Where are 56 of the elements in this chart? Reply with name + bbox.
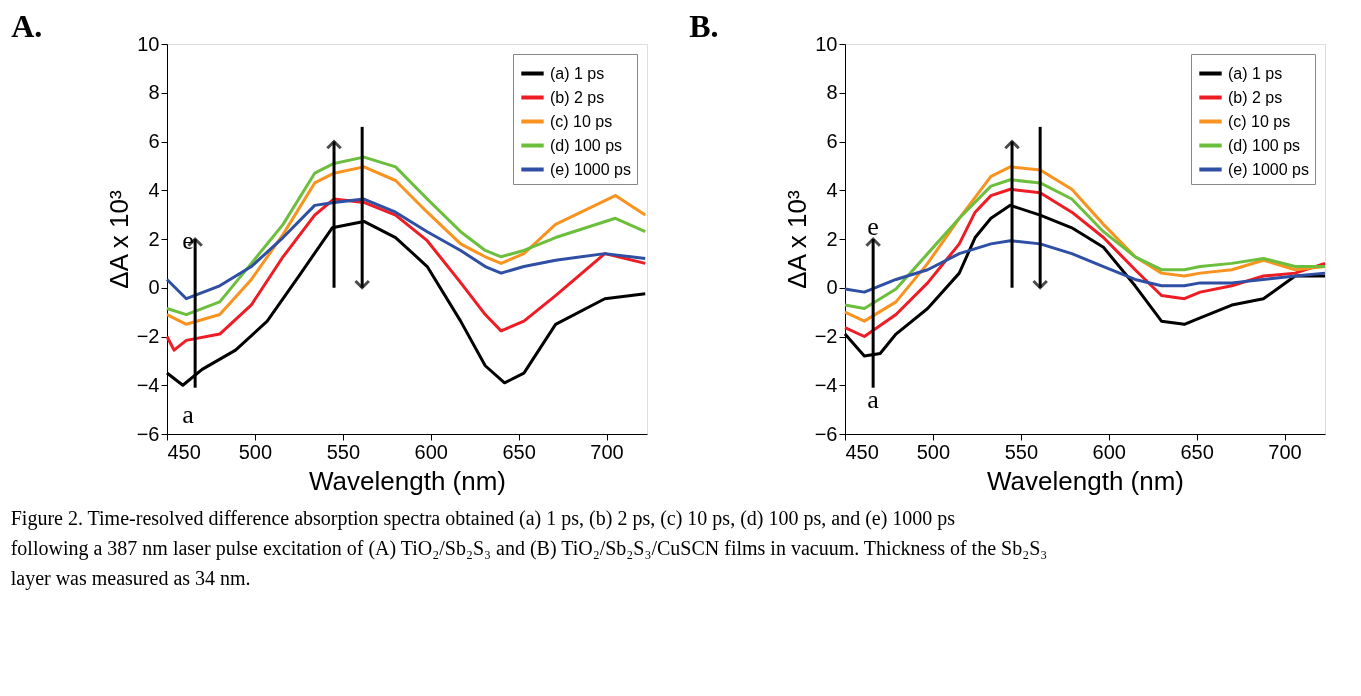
x-tick-label: 450 [845,440,879,463]
x-tick-label: 500 [916,440,951,463]
annotation: a [867,384,880,414]
x-tick-label: 700 [590,440,624,463]
annotation: e [182,226,194,256]
legend-label: (c) 10 ps [550,112,613,130]
annotation: a [182,399,195,429]
y-tick-label: 6 [148,130,160,152]
chart-title: B. [689,8,719,44]
y-tick-label: 8 [148,81,160,104]
legend-label: (e) 1000 ps [550,160,631,178]
x-axis-title: Wavelength (nm) [987,465,1184,496]
y-tick-label: −6 [136,422,160,445]
y-tick-label: −2 [136,325,160,347]
legend-label: (b) 2 ps [1228,88,1283,106]
legend-label: (a) 1 ps [1228,64,1283,82]
line-series [843,187,1327,338]
y-axis-title: ΔA x 10³ [103,190,134,289]
x-axis-title: Wavelength (nm) [309,465,506,496]
y-tick-label: −2 [814,325,838,347]
chart-title: A. [11,8,43,44]
line-series [843,178,1327,310]
legend-label: (d) 100 ps [1228,136,1301,154]
y-tick-label: 4 [826,178,838,201]
y-tick-label: 6 [826,130,838,152]
caption: Figure 2. Time-resolved difference absorption spectra obtained (a) 1 ps, (b) 2 ps, (c) 10 ps, (d) 100 ps, and (e) 1000 ps following a 387 nm laser pulse excitation of (A) TiO₂/Sb₂S₃ and (B) TiO₂/Sb₂S₃/CuSCN films in vacuum. Thickness of the Sb₂S₃ layer was measured as 34 nm. [10,506,1048,590]
legend-label: (c) 10 ps [1228,112,1291,130]
y-tick-label: −6 [814,422,838,445]
y-tick-label: 0 [826,276,838,299]
legend-label: (b) 2 ps [550,88,605,106]
x-tick-label: 600 [414,440,448,463]
x-tick-label: 550 [326,440,361,463]
x-tick-label: 550 [1004,440,1039,463]
y-tick-label: −4 [814,373,838,396]
legend-label: (d) 100 ps [550,136,623,154]
y-tick-label: −4 [136,373,160,396]
line-series [165,197,647,352]
x-tick-label: 650 [502,440,536,463]
x-tick-label: 600 [1092,440,1126,463]
line-series [165,197,647,301]
y-tick-label: 0 [148,276,160,299]
y-tick-label: 2 [826,227,838,250]
x-tick-label: 700 [1268,440,1302,463]
y-tick-label: 10 [137,32,160,55]
legend-label: (e) 1000 ps [1228,160,1309,178]
y-tick-label: 2 [148,227,160,250]
y-tick-label: 4 [148,178,160,201]
x-tick-label: 450 [167,440,201,463]
x-tick-label: 500 [238,440,273,463]
line-series [843,239,1327,294]
y-tick-label: 8 [826,81,838,104]
y-axis-title: ΔA x 10³ [781,190,812,289]
annotation: e [867,211,879,241]
legend-label: (a) 1 ps [550,64,605,82]
x-tick-label: 650 [1180,440,1214,463]
y-tick-label: 10 [815,32,838,55]
